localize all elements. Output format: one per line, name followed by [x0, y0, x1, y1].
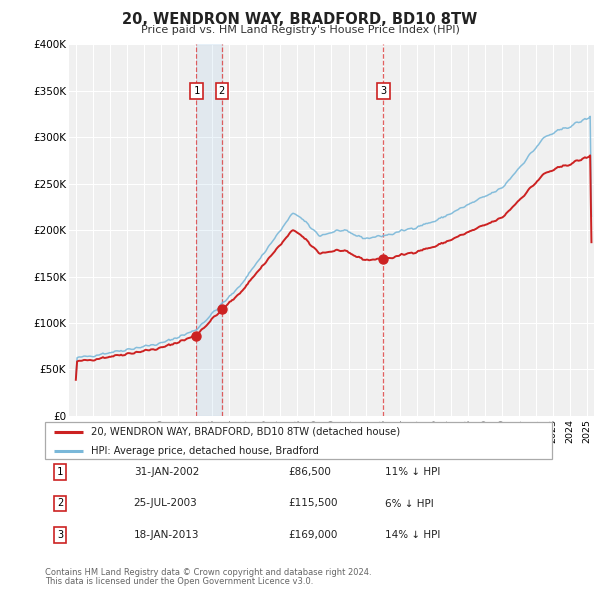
Text: 6% ↓ HPI: 6% ↓ HPI: [385, 499, 433, 509]
Text: 25-JUL-2003: 25-JUL-2003: [134, 499, 197, 509]
Text: 11% ↓ HPI: 11% ↓ HPI: [385, 467, 440, 477]
Text: Price paid vs. HM Land Registry's House Price Index (HPI): Price paid vs. HM Land Registry's House …: [140, 25, 460, 35]
Text: 20, WENDRON WAY, BRADFORD, BD10 8TW (detached house): 20, WENDRON WAY, BRADFORD, BD10 8TW (det…: [91, 427, 400, 437]
Bar: [196, 44, 222, 416]
Text: 31-JAN-2002: 31-JAN-2002: [134, 467, 199, 477]
Text: 1: 1: [57, 467, 64, 477]
Text: Contains HM Land Registry data © Crown copyright and database right 2024.: Contains HM Land Registry data © Crown c…: [45, 568, 371, 576]
Text: £86,500: £86,500: [289, 467, 331, 477]
Text: 14% ↓ HPI: 14% ↓ HPI: [385, 530, 440, 540]
Text: £115,500: £115,500: [289, 499, 338, 509]
Text: 3: 3: [380, 86, 386, 96]
Text: 3: 3: [57, 530, 64, 540]
Text: 18-JAN-2013: 18-JAN-2013: [134, 530, 199, 540]
Text: This data is licensed under the Open Government Licence v3.0.: This data is licensed under the Open Gov…: [45, 577, 313, 586]
Text: 1: 1: [193, 86, 200, 96]
Text: 2: 2: [57, 499, 64, 509]
Text: £169,000: £169,000: [289, 530, 338, 540]
Text: HPI: Average price, detached house, Bradford: HPI: Average price, detached house, Brad…: [91, 446, 319, 456]
Text: 2: 2: [218, 86, 225, 96]
Text: 20, WENDRON WAY, BRADFORD, BD10 8TW: 20, WENDRON WAY, BRADFORD, BD10 8TW: [122, 12, 478, 27]
